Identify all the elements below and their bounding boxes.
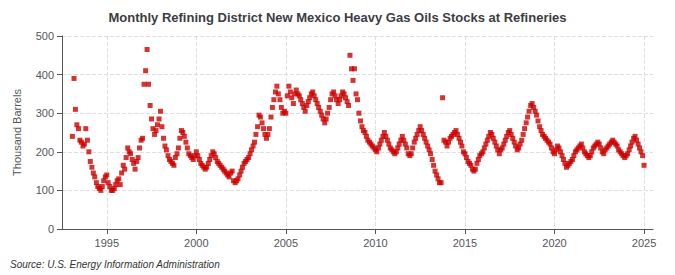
svg-text:2015: 2015: [453, 237, 477, 249]
svg-text:300: 300: [36, 107, 54, 119]
svg-text:Thousand Barrels: Thousand Barrels: [11, 89, 23, 176]
svg-text:100: 100: [36, 184, 54, 196]
svg-text:400: 400: [36, 69, 54, 81]
svg-text:500: 500: [36, 30, 54, 42]
svg-text:2020: 2020: [542, 237, 566, 249]
svg-text:2005: 2005: [274, 237, 298, 249]
svg-text:2025: 2025: [632, 237, 656, 249]
svg-text:1995: 1995: [95, 237, 119, 249]
svg-text:Monthly Refining District New: Monthly Refining District New Mexico Hea…: [108, 10, 566, 25]
svg-text:Source: U.S. Energy Informatio: Source: U.S. Energy Information Administ…: [10, 259, 220, 270]
svg-text:0: 0: [48, 223, 54, 235]
svg-text:2000: 2000: [184, 237, 208, 249]
svg-text:200: 200: [36, 146, 54, 158]
svg-text:2010: 2010: [363, 237, 387, 249]
